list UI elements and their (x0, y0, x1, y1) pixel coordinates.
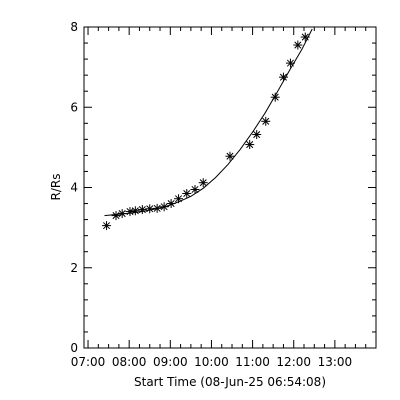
y-tick-label: 2 (70, 261, 78, 275)
data-point (278, 72, 288, 82)
data-point (130, 206, 140, 216)
data-point (102, 221, 112, 231)
data-point (111, 211, 121, 221)
data-point (152, 203, 162, 213)
data-point (159, 202, 169, 212)
fit-line (104, 28, 313, 217)
data-point (137, 205, 147, 215)
y-axis-label: R/Rs (49, 174, 63, 201)
y-tick-label: 0 (70, 341, 78, 355)
x-tick-label: 09:00 (153, 355, 188, 369)
data-point (225, 151, 235, 161)
y-tick-label: 4 (70, 181, 78, 195)
data-point (117, 209, 127, 219)
data-point (182, 189, 192, 199)
fit-line-layer (104, 28, 313, 217)
axes: 0 2 4 6 8 07:00 08:00 09:00 10:00 11:00 12:00 13:00 (70, 20, 377, 369)
y-tick-label: 6 (70, 100, 78, 114)
data-point (270, 92, 280, 102)
x-tick-label: 12:00 (276, 355, 311, 369)
data-point (174, 194, 184, 204)
data-point (145, 204, 155, 214)
data-point (261, 116, 271, 126)
points-layer (102, 32, 310, 231)
y-tick-label: 8 (70, 20, 78, 34)
data-point (293, 40, 303, 50)
x-tick-label: 07:00 (71, 355, 106, 369)
data-point (198, 178, 208, 188)
x-tick-label: 08:00 (112, 355, 147, 369)
data-point (190, 185, 200, 195)
data-point (285, 58, 295, 68)
data-point (300, 32, 310, 42)
data-point (166, 199, 176, 209)
x-tick-label: 11:00 (235, 355, 270, 369)
x-tick-label: 13:00 (318, 355, 353, 369)
plot-frame (83, 26, 377, 349)
data-point (252, 130, 262, 140)
data-point (245, 140, 255, 150)
x-axis-label: Start Time (08-Jun-25 06:54:08) (134, 375, 326, 389)
x-tick-label: 10:00 (194, 355, 229, 369)
